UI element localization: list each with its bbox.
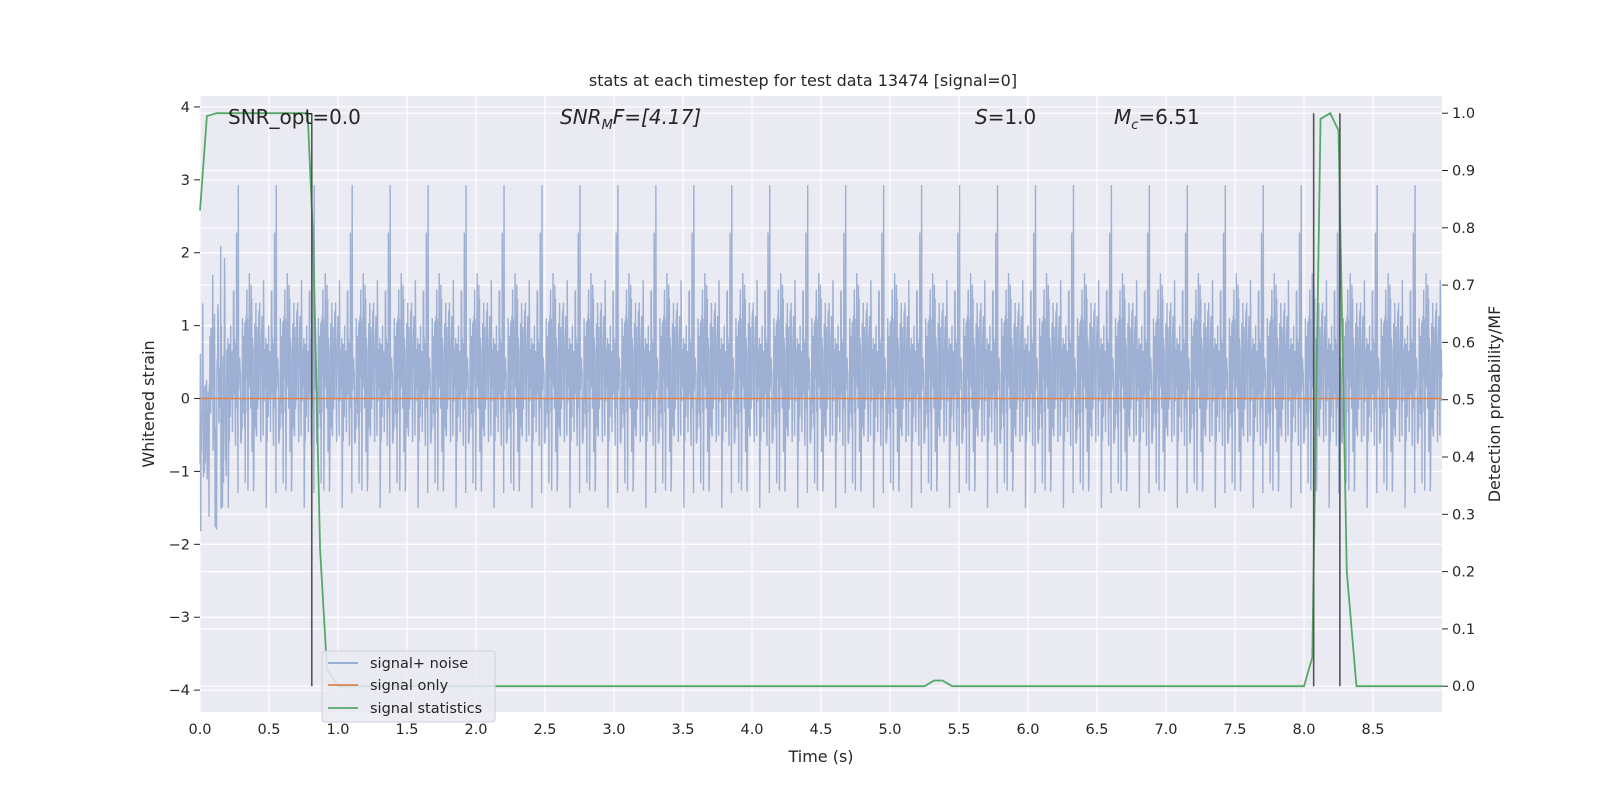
y2-tick-label-8: 0.8: [1452, 221, 1475, 237]
x-tick-label-5: 2.5: [533, 722, 556, 738]
y-tick-label-5: 1: [181, 319, 190, 335]
legend-label-noise: signal+ noise: [370, 656, 468, 672]
x-tick-label-13: 6.5: [1085, 722, 1108, 738]
x-tick-label-4: 2.0: [464, 722, 487, 738]
y-tick-label-8: 4: [181, 100, 190, 116]
y-tick-label-2: −2: [169, 537, 190, 553]
annotation-snr-mf-rest: F=[4.17]: [613, 105, 701, 129]
y-tick-label-3: −1: [169, 464, 190, 480]
y-axis-ticks: −4 −3 −2 −1 0 1 2 3 4: [169, 100, 200, 699]
series-signal-noise-line: [199, 185, 1443, 532]
y2-tick-label-7: 0.7: [1452, 278, 1475, 294]
x-axis-label: Time (s): [787, 747, 853, 766]
y2-tick-label-6: 0.6: [1452, 335, 1475, 351]
y2-tick-label-10: 1.0: [1452, 106, 1475, 122]
signal-noise-series: [199, 185, 1443, 532]
x-tick-label-12: 6.0: [1016, 722, 1039, 738]
annotation-s-rest: =1.0: [988, 105, 1037, 129]
x-tick-label-2: 1.0: [326, 722, 349, 738]
y2-tick-label-4: 0.4: [1452, 450, 1475, 466]
annotation-snr-opt: SNR_opt=0.0: [228, 105, 361, 129]
x-axis-ticks: 0.0 0.5 1.0 1.5 2.0 2.5 3.0 3.5 4.0 4.5 5.0 5.5 6.0 6…: [188, 722, 1384, 738]
y2-axis-ticks: 0.0 0.1 0.2 0.3 0.4 0.5 0.6 0.7 0.8 0.9 1.0: [1442, 106, 1475, 695]
legend: signal+ noise signal only signal statist…: [321, 650, 496, 723]
y-tick-label-1: −3: [169, 610, 190, 626]
x-tick-label-3: 1.5: [395, 722, 418, 738]
y2-tick-label-1: 0.1: [1452, 622, 1475, 638]
annotation-snr-mf: SNRMF=[4.17]: [560, 105, 701, 133]
legend-box: [321, 650, 496, 723]
annotation-s-main: S: [975, 105, 988, 129]
annotation-mc-sub: c: [1131, 118, 1138, 133]
y2-axis-label: Detection probability/MF: [1485, 306, 1504, 503]
y-tick-label-4: 0: [181, 392, 190, 408]
y2-tick-label-9: 0.9: [1452, 163, 1475, 179]
legend-label-stats: signal statistics: [370, 701, 482, 717]
x-tick-label-11: 5.5: [947, 722, 970, 738]
x-tick-label-1: 0.5: [257, 722, 280, 738]
x-tick-label-15: 7.5: [1223, 722, 1246, 738]
y2-tick-label-0: 0.0: [1452, 679, 1475, 695]
chart-title: stats at each timestep for test data 134…: [589, 71, 1017, 90]
x-tick-label-8: 4.0: [740, 722, 763, 738]
x-tick-label-14: 7.0: [1154, 722, 1177, 738]
annotation-mc-main: M: [1114, 105, 1131, 129]
annotation-snr-mf-sub: M: [602, 118, 613, 133]
y2-tick-label-3: 0.3: [1452, 507, 1475, 523]
x-tick-label-16: 8.0: [1292, 722, 1315, 738]
x-tick-label-17: 8.5: [1361, 722, 1384, 738]
series-signal-statistics-line: [199, 111, 1442, 688]
legend-label-signal: signal only: [370, 678, 449, 694]
series-layer: [199, 111, 1442, 688]
annotation-mc: Mc=6.51: [1114, 105, 1200, 133]
y2-tick-label-2: 0.2: [1452, 565, 1475, 581]
y-tick-label-7: 3: [181, 173, 190, 189]
event-markers: [310, 113, 1341, 687]
x-tick-label-0: 0.0: [188, 722, 211, 738]
x-tick-label-6: 3.0: [602, 722, 625, 738]
x-tick-label-7: 3.5: [671, 722, 694, 738]
y2-tick-label-5: 0.5: [1452, 393, 1475, 409]
x-tick-label-9: 4.5: [809, 722, 832, 738]
y-axis-label: Whitened strain: [139, 340, 158, 467]
y-tick-label-6: 2: [181, 246, 190, 262]
annotation-snr-mf-main: SNR: [560, 105, 602, 129]
annotation-s: S=1.0: [975, 105, 1036, 129]
x-tick-label-10: 5.0: [878, 722, 901, 738]
y-tick-label-0: −4: [169, 683, 190, 699]
annotation-mc-rest: =6.51: [1138, 105, 1199, 129]
